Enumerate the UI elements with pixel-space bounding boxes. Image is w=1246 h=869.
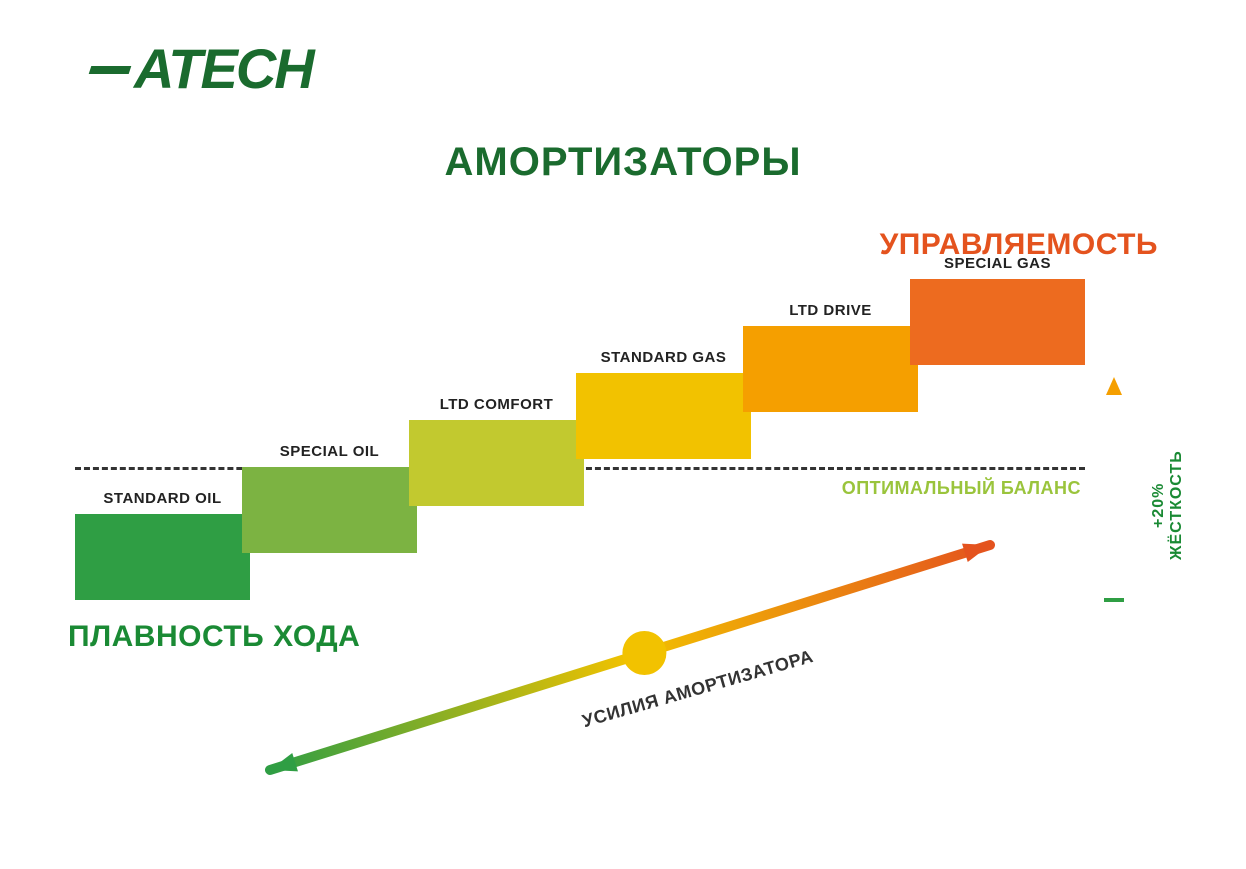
page-title: АМОРТИЗАТОРЫ: [0, 140, 1246, 185]
bar-label: STANDARD OIL: [75, 490, 250, 507]
bar-label: LTD COMFORT: [409, 396, 584, 413]
bar-label: LTD DRIVE: [743, 302, 918, 319]
brand-logo: ATECH: [90, 36, 313, 101]
optimal-balance-label: ОПТИМАЛЬНЫЙ БАЛАНС: [842, 478, 1081, 499]
stiffness-label: +20%ЖЁСТКОСТЬ: [1150, 405, 1186, 605]
stiffness-arrow-icon: [1102, 375, 1132, 605]
heading-smoothness: ПЛАВНОСТЬ ХОДА: [68, 620, 360, 654]
logo-dash-icon: [89, 66, 132, 74]
bar-label: SPECIAL OIL: [242, 443, 417, 460]
bar-standard-oil: STANDARD OIL: [75, 514, 250, 600]
force-label: УСИЛИЯ АМОРТИЗАТОРА: [580, 646, 816, 732]
logo-text: ATECH: [134, 37, 313, 100]
bar-standard-gas: STANDARD GAS: [576, 373, 751, 459]
shock-absorber-chart: STANDARD OILSPECIAL OILLTD COMFORTSTANDA…: [75, 280, 1085, 600]
bar-label: SPECIAL GAS: [910, 255, 1085, 272]
bar-special-oil: SPECIAL OIL: [242, 467, 417, 553]
bar-special-gas: SPECIAL GAS: [910, 279, 1085, 365]
bar-label: STANDARD GAS: [576, 349, 751, 366]
bar-ltd-drive: LTD DRIVE: [743, 326, 918, 412]
bar-ltd-comfort: LTD COMFORT: [409, 420, 584, 506]
